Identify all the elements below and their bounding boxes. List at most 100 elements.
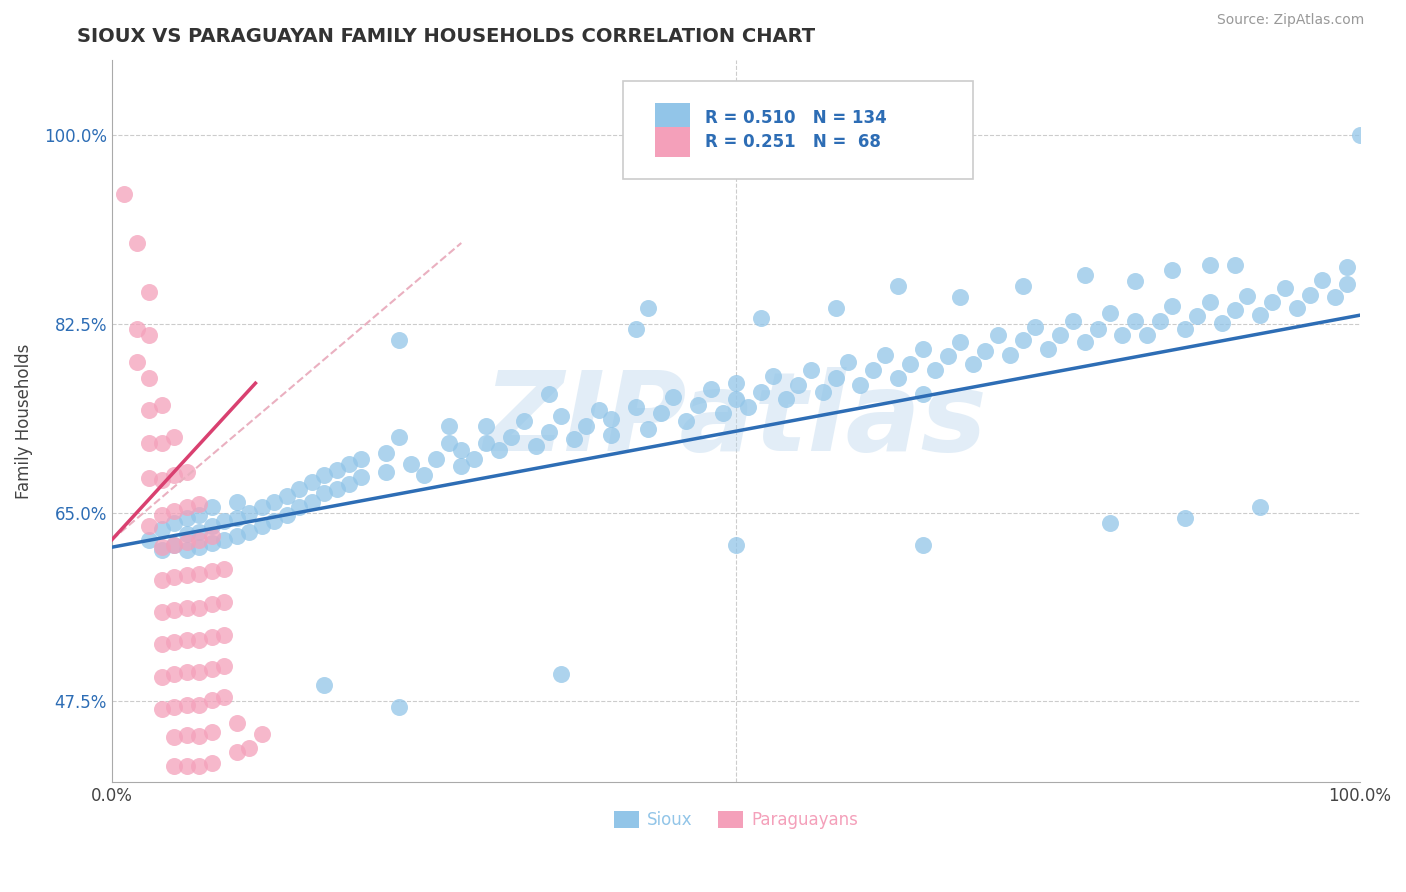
Text: R = 0.251   N =  68: R = 0.251 N = 68 xyxy=(704,133,880,151)
Point xyxy=(800,363,823,377)
Point xyxy=(787,378,810,392)
Point xyxy=(238,506,260,520)
Point xyxy=(987,327,1010,342)
Point xyxy=(238,740,260,755)
Point xyxy=(176,511,198,525)
Point xyxy=(1236,289,1258,303)
Point xyxy=(1274,281,1296,295)
Point xyxy=(998,348,1021,362)
Point xyxy=(176,665,198,680)
Point xyxy=(188,759,211,773)
Point xyxy=(1286,301,1309,315)
Point xyxy=(301,495,323,509)
Point xyxy=(150,522,173,536)
Point xyxy=(225,529,247,543)
Point xyxy=(176,728,198,742)
Point xyxy=(138,285,160,299)
Point xyxy=(488,443,510,458)
Point xyxy=(150,670,173,684)
Point xyxy=(1323,290,1346,304)
Point xyxy=(1187,310,1209,324)
Point xyxy=(201,662,224,676)
Point xyxy=(911,342,934,356)
Point xyxy=(188,698,211,712)
Point xyxy=(188,665,211,680)
Point xyxy=(1111,327,1133,342)
Point xyxy=(138,518,160,533)
Point xyxy=(724,392,747,407)
Point xyxy=(150,605,173,619)
Point xyxy=(588,403,610,417)
Point xyxy=(138,327,160,342)
Point xyxy=(312,486,335,500)
Point xyxy=(176,543,198,558)
Point xyxy=(150,473,173,487)
Point xyxy=(150,702,173,716)
Point xyxy=(887,371,910,385)
Point xyxy=(188,497,211,511)
Point xyxy=(163,430,186,444)
Point xyxy=(1310,273,1333,287)
Point xyxy=(875,348,897,362)
Point xyxy=(163,467,186,482)
Point xyxy=(1298,287,1320,301)
Point xyxy=(138,533,160,547)
Point xyxy=(688,398,710,412)
Point xyxy=(450,459,472,474)
Point xyxy=(212,562,235,576)
Point xyxy=(276,508,298,522)
Point xyxy=(201,500,224,515)
Point xyxy=(949,335,972,350)
Point xyxy=(600,412,623,426)
Point xyxy=(924,363,946,377)
Point xyxy=(150,508,173,522)
Point xyxy=(176,534,198,549)
Point xyxy=(188,508,211,522)
Point xyxy=(188,540,211,554)
Point xyxy=(125,235,148,250)
Point xyxy=(388,699,411,714)
Point xyxy=(849,378,872,392)
Point xyxy=(114,187,136,202)
Point xyxy=(1123,313,1146,327)
Point xyxy=(150,573,173,587)
Point xyxy=(163,570,186,584)
Point xyxy=(401,457,423,471)
Point xyxy=(1123,274,1146,288)
Point xyxy=(212,658,235,673)
Point xyxy=(1211,316,1233,330)
Point xyxy=(301,475,323,490)
Bar xyxy=(655,127,689,157)
Text: ZIPatlas: ZIPatlas xyxy=(484,368,987,475)
Point xyxy=(163,730,186,744)
Point xyxy=(537,387,560,401)
Point xyxy=(201,598,224,612)
Point xyxy=(550,409,572,423)
Point xyxy=(1336,277,1358,291)
Point xyxy=(1174,511,1197,525)
Point xyxy=(225,495,247,509)
Point xyxy=(475,435,498,450)
Point xyxy=(675,414,697,428)
Point xyxy=(824,301,846,315)
Point xyxy=(201,529,224,543)
Point xyxy=(163,603,186,617)
Point xyxy=(887,279,910,293)
Point xyxy=(737,400,759,414)
Point xyxy=(150,540,173,554)
Point xyxy=(176,698,198,712)
Point xyxy=(225,511,247,525)
Point xyxy=(188,567,211,582)
Point xyxy=(1198,258,1220,272)
Point xyxy=(176,527,198,541)
Point xyxy=(775,392,797,407)
Point xyxy=(437,435,460,450)
Point xyxy=(537,425,560,439)
Point xyxy=(949,290,972,304)
Point xyxy=(524,439,547,453)
Point xyxy=(138,403,160,417)
Point xyxy=(437,419,460,434)
Point xyxy=(412,467,434,482)
Point xyxy=(150,435,173,450)
Point xyxy=(450,443,472,458)
